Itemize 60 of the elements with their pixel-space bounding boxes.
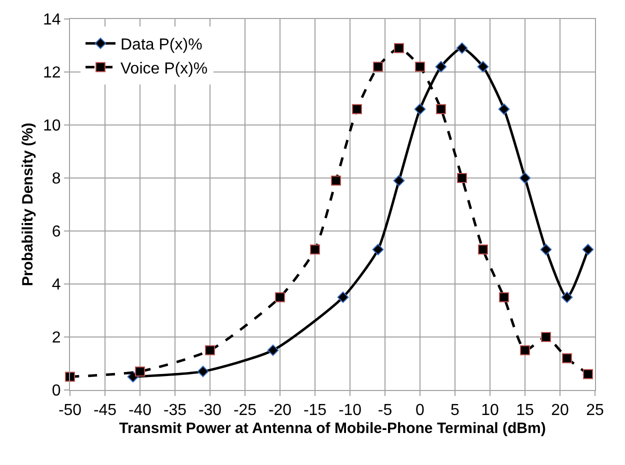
y-tick-label: 4 bbox=[52, 276, 61, 294]
x-tick-label: -5 bbox=[378, 402, 392, 420]
y-tick-label: 12 bbox=[43, 64, 61, 82]
x-tick-label: -50 bbox=[58, 402, 82, 420]
y-tick-label: 14 bbox=[43, 12, 61, 29]
x-tick-label: -40 bbox=[128, 402, 152, 420]
point bbox=[205, 345, 215, 356]
x-tick-label: 10 bbox=[481, 402, 499, 420]
x-tick-label: 0 bbox=[416, 402, 425, 420]
point bbox=[310, 244, 320, 255]
point bbox=[352, 104, 362, 114]
x-tick-label: -45 bbox=[93, 402, 117, 420]
point bbox=[415, 62, 425, 72]
point bbox=[478, 244, 488, 255]
point bbox=[337, 292, 349, 303]
point bbox=[414, 103, 426, 115]
point bbox=[436, 104, 446, 114]
x-tick-label: 5 bbox=[450, 402, 460, 420]
point bbox=[435, 61, 447, 72]
y-axis-title: Probability Density (%) bbox=[19, 122, 36, 286]
point bbox=[275, 292, 285, 302]
legend-label: Voice P(x)% bbox=[120, 60, 208, 78]
point bbox=[541, 332, 551, 342]
point bbox=[65, 372, 75, 382]
x-tick-label: 20 bbox=[551, 402, 569, 420]
legend-label: Data P(x)% bbox=[120, 36, 202, 54]
point bbox=[372, 244, 384, 256]
y-tick-label: 8 bbox=[52, 170, 61, 188]
point bbox=[197, 366, 209, 378]
point bbox=[477, 61, 489, 72]
point bbox=[135, 366, 145, 376]
y-tick-label: 2 bbox=[52, 330, 61, 347]
point bbox=[519, 172, 531, 184]
x-tick-label: -15 bbox=[303, 402, 327, 420]
point bbox=[393, 174, 405, 186]
point bbox=[561, 292, 573, 303]
y-tick-label: 6 bbox=[52, 224, 61, 241]
point bbox=[520, 345, 530, 356]
x-tick-label: -20 bbox=[268, 402, 292, 420]
point bbox=[331, 176, 341, 186]
point bbox=[394, 43, 404, 54]
x-axis-title: Transmit Power at Antenna of Mobile-Phone Terminal (dBm) bbox=[119, 420, 546, 438]
point bbox=[499, 292, 509, 302]
x-tick-label: -35 bbox=[163, 402, 187, 420]
y-tick-label: 10 bbox=[43, 118, 61, 135]
point bbox=[540, 244, 552, 256]
x-tick-label: 15 bbox=[516, 402, 534, 420]
y-tick-label: 0 bbox=[52, 382, 61, 400]
point bbox=[498, 103, 510, 115]
point bbox=[456, 42, 468, 54]
point bbox=[583, 369, 593, 380]
x-tick-label: -30 bbox=[198, 402, 222, 420]
point bbox=[267, 344, 279, 356]
x-tick-label: -25 bbox=[233, 402, 257, 420]
x-tick-label: -10 bbox=[338, 402, 362, 420]
x-tick-label: 25 bbox=[586, 402, 604, 420]
point bbox=[457, 173, 467, 183]
point bbox=[373, 62, 383, 72]
point bbox=[582, 244, 594, 256]
point bbox=[562, 353, 572, 364]
